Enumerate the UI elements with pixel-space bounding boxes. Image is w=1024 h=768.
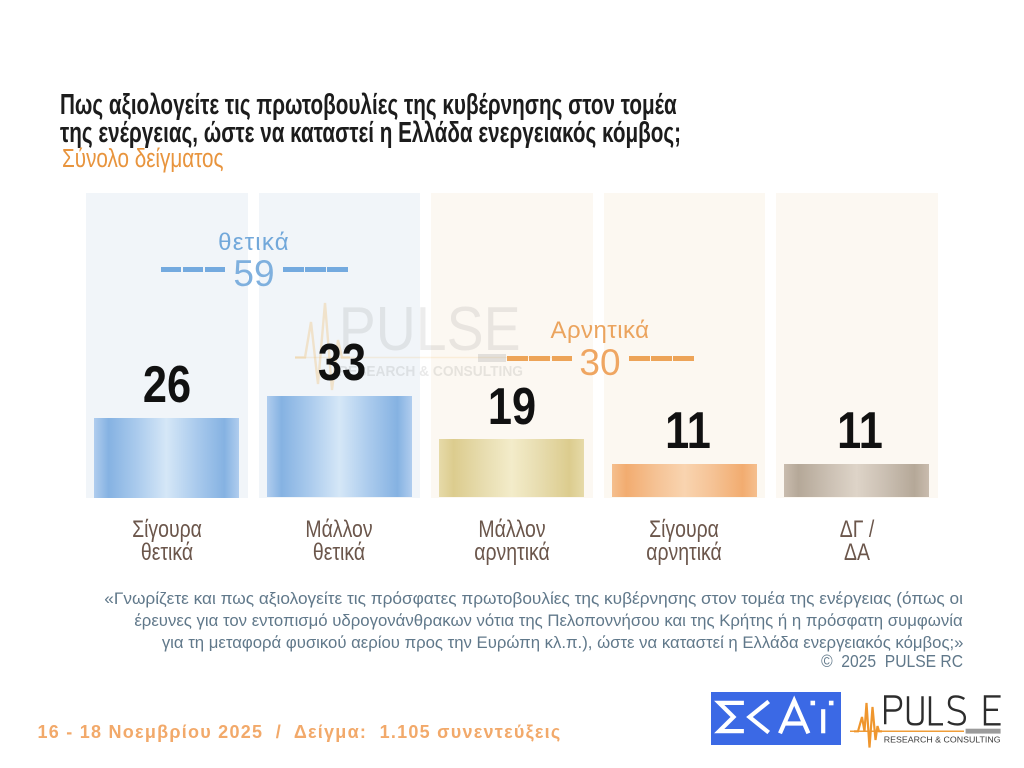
svg-text:PULSE: PULSE bbox=[339, 294, 521, 364]
svg-text:RESEARCH & CONSULTING: RESEARCH & CONSULTING bbox=[338, 364, 523, 380]
svg-text:RESEARCH & CONSULTING: RESEARCH & CONSULTING bbox=[884, 736, 1001, 745]
